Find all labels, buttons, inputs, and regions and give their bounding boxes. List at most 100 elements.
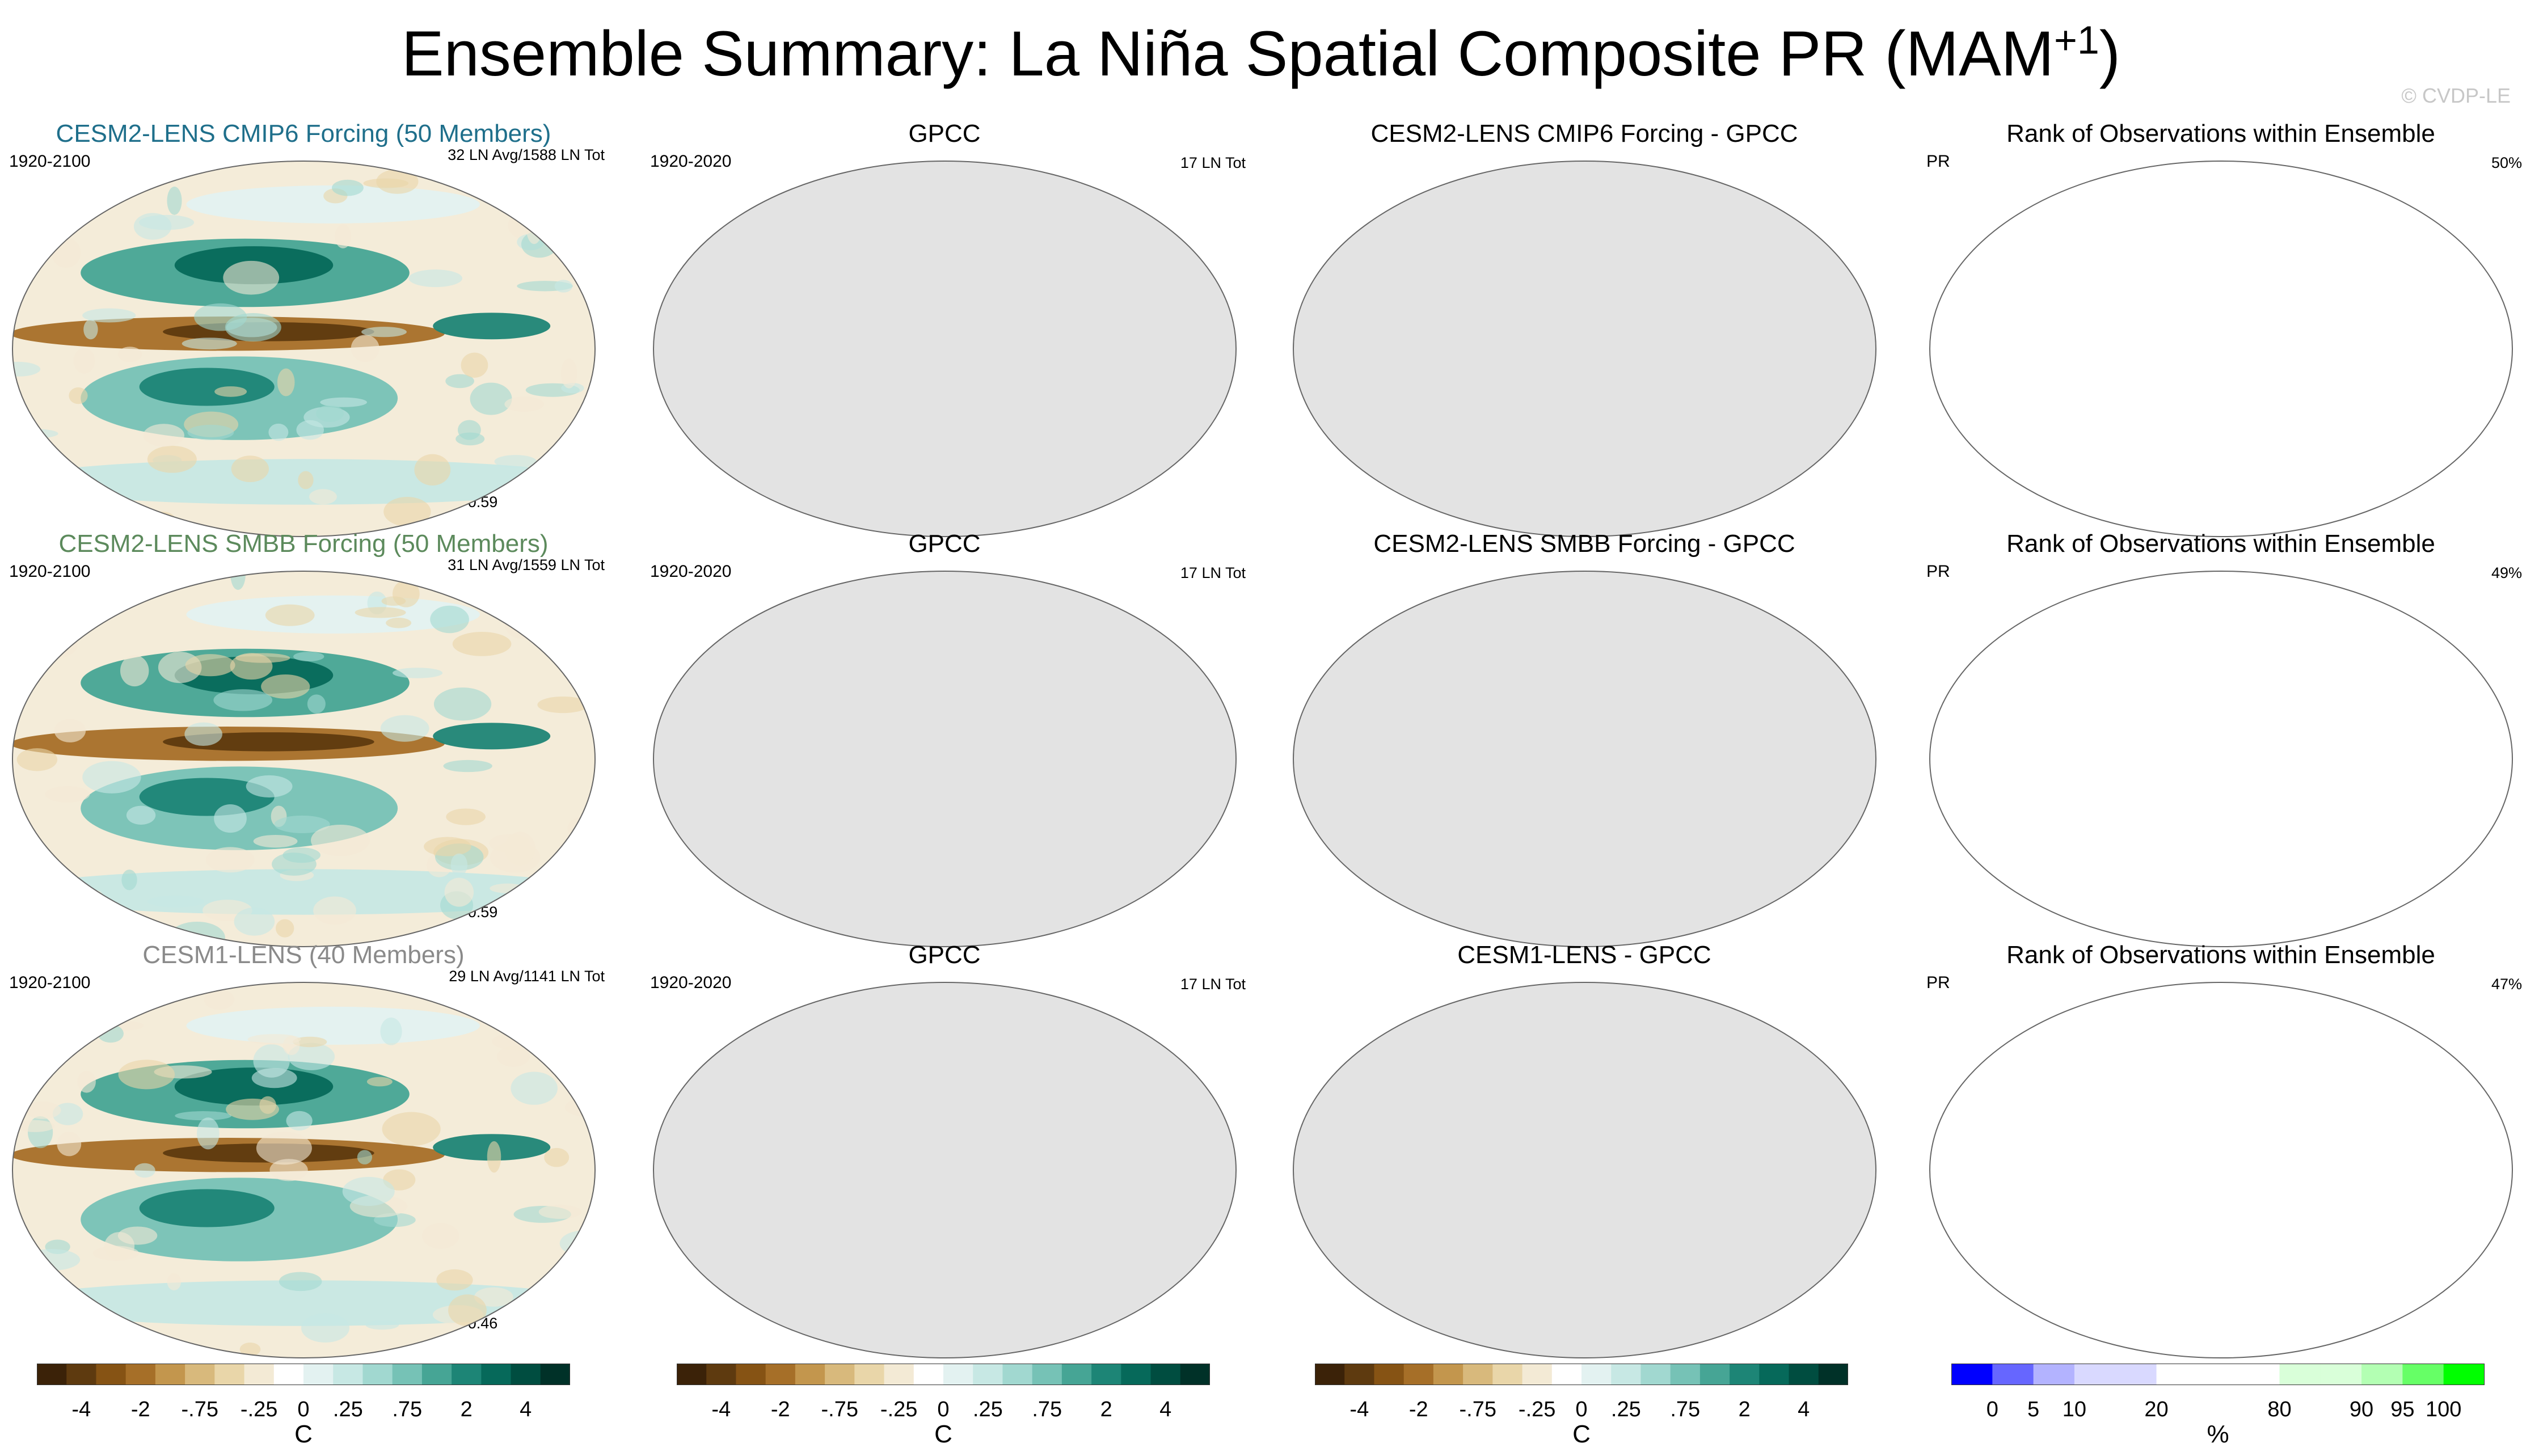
panel-rank-row3: Rank of Observations within Ensemble PR 47…: [1917, 940, 2522, 1358]
colorbar-swatches: [1315, 1364, 1849, 1385]
colorbar-swatch: [2074, 1364, 2116, 1385]
colorbar-swatch: [452, 1364, 482, 1385]
colorbar-swatch: [825, 1364, 855, 1385]
colorbar-swatch: [677, 1364, 707, 1385]
panel-obs-row3: GPCC 1920-2020 17 LN Tot: [641, 940, 1248, 1358]
percent-label: 49%: [2491, 564, 2522, 581]
colorbar-swatch: [125, 1364, 156, 1385]
page-title: Ensemble Summary: La Niña Spatial Compos…: [401, 18, 2121, 89]
colorbar-tick-label: 80: [2267, 1398, 2292, 1421]
colorbar-swatch: [884, 1364, 914, 1385]
colorbar-swatch: [1433, 1364, 1464, 1385]
colorbar-tick-label: 5: [2027, 1398, 2040, 1421]
colorbar-swatch: [1344, 1364, 1374, 1385]
panel-title: CESM2-LENS CMIP6 Forcing (50 Members): [56, 120, 551, 147]
period-label: 1920-2100: [9, 152, 91, 171]
panel-obs-row2: GPCC 1920-2020 17 LN Tot: [641, 529, 1248, 947]
colorbar-tick-label: 0: [1986, 1398, 1998, 1421]
colorbar-swatch: [1180, 1364, 1211, 1385]
colorbar-swatch: [1522, 1364, 1553, 1385]
colorbar-swatch: [1818, 1364, 1849, 1385]
colorbar-tick-label: 95: [2390, 1398, 2415, 1421]
colorbar-swatch: [2115, 1364, 2157, 1385]
colorbar-swatch: [2156, 1364, 2198, 1385]
colorbar-swatch: [421, 1364, 452, 1385]
rank-map: [1929, 982, 2513, 1358]
colorbar-tick-label: -.75: [821, 1398, 858, 1421]
colorbar-tick-label: -2: [130, 1398, 150, 1421]
colorbar-tick-label: 0: [1575, 1398, 1588, 1421]
colorbar-swatch: [1374, 1364, 1405, 1385]
colorbar-swatch: [1951, 1364, 1993, 1385]
period-label: 1920-2020: [650, 562, 732, 581]
colorbar-tick-label: -.25: [1518, 1398, 1556, 1421]
colorbar-tick-label: -2: [770, 1398, 790, 1421]
colorbar-swatch: [2197, 1364, 2239, 1385]
colorbar-model: -4 -2 -.75 -.25 0 .25 .75 2 4 C: [37, 1364, 571, 1454]
panel-title: CESM2-LENS CMIP6 Forcing - GPCC: [1370, 120, 1798, 147]
colorbar-tick-label: .25: [1610, 1398, 1641, 1421]
colorbar-tick-label: 2: [1100, 1398, 1112, 1421]
colorbar-unit: %: [2207, 1420, 2229, 1448]
colorbar-swatch: [1150, 1364, 1181, 1385]
panel-diff-row2: CESM2-LENS SMBB Forcing - GPCC: [1281, 529, 1888, 947]
colorbar-unit: C: [934, 1420, 952, 1448]
colorbar-swatch: [706, 1364, 736, 1385]
panel-title: Rank of Observations within Ensemble: [2006, 530, 2435, 558]
colorbar-obs: -4 -2 -.75 -.25 0 .25 .75 2 4 C: [677, 1364, 1211, 1454]
panel-title: CESM1-LENS - GPCC: [1457, 941, 1711, 969]
panel-title: CESM1-LENS (40 Members): [142, 941, 465, 969]
colorbar-swatch: [913, 1364, 944, 1385]
colorbar-rank: 0 5 10 20 80 90 95 100%: [1951, 1364, 2485, 1454]
colorbar-tick-label: 4: [520, 1398, 532, 1421]
colorbar-swatch: [765, 1364, 796, 1385]
colorbar-swatch: [2402, 1364, 2444, 1385]
period-label: 1920-2100: [9, 562, 91, 581]
panel-title: CESM2-LENS SMBB Forcing - GPCC: [1373, 530, 1795, 558]
colorbar-swatch: [511, 1364, 541, 1385]
stats-label: 31 LN Avg/1559 LN Tot: [448, 556, 605, 573]
colorbar-tick-label: 100: [2425, 1398, 2462, 1421]
colorbar-swatch: [1581, 1364, 1612, 1385]
model-map: [12, 982, 596, 1358]
colorbar-swatch: [540, 1364, 571, 1385]
colorbar-swatch: [1699, 1364, 1730, 1385]
colorbar-swatch: [1315, 1364, 1345, 1385]
colorbar-tick-label: -.75: [181, 1398, 218, 1421]
colorbar-swatch: [155, 1364, 185, 1385]
colorbar-unit: C: [294, 1420, 313, 1448]
colorbar-tick-label: -.25: [240, 1398, 278, 1421]
colorbar-swatch: [1002, 1364, 1033, 1385]
colorbar-swatch: [2320, 1364, 2362, 1385]
stats-label: 17 LN Tot: [1180, 154, 1246, 171]
colorbar-swatch: [1759, 1364, 1790, 1385]
colorbar-swatch: [362, 1364, 393, 1385]
obs-map: [653, 982, 1237, 1358]
panel-title: GPCC: [908, 530, 981, 558]
panel-title: GPCC: [908, 120, 981, 147]
colorbar-tick-label: 4: [1159, 1398, 1172, 1421]
colorbar-tick-label: -.75: [1459, 1398, 1496, 1421]
colorbar-swatch: [244, 1364, 275, 1385]
colorbar-swatch: [1640, 1364, 1671, 1385]
colorbar-tick-label: .25: [332, 1398, 363, 1421]
panel-obs-row1: GPCC 1920-2020 17 LN Tot: [641, 119, 1248, 537]
panel-diff-row3: CESM1-LENS - GPCC: [1281, 940, 1888, 1358]
variable-label: PR: [1926, 152, 1950, 171]
colorbar-swatch: [1992, 1364, 2034, 1385]
colorbar-tick-label: 10: [2062, 1398, 2087, 1421]
colorbar-swatch: [1730, 1364, 1760, 1385]
panel-rank-row2: Rank of Observations within Ensemble PR 49…: [1917, 529, 2522, 947]
panel-title: GPCC: [908, 941, 981, 969]
colorbar-swatch: [2361, 1364, 2403, 1385]
model-map: [12, 161, 596, 537]
percent-label: 47%: [2491, 976, 2522, 993]
period-label: 1920-2100: [9, 973, 91, 992]
rank-map: [1929, 571, 2513, 947]
variable-label: PR: [1926, 562, 1950, 581]
colorbar-swatch: [1551, 1364, 1582, 1385]
colorbar-swatches: [1951, 1364, 2485, 1385]
panel-model-row2: CESM2-LENS SMBB Forcing (50 Members) 1920…: [0, 529, 607, 947]
copyright-label: © CVDP-LE: [2401, 84, 2511, 107]
colorbar-swatch: [37, 1364, 67, 1385]
